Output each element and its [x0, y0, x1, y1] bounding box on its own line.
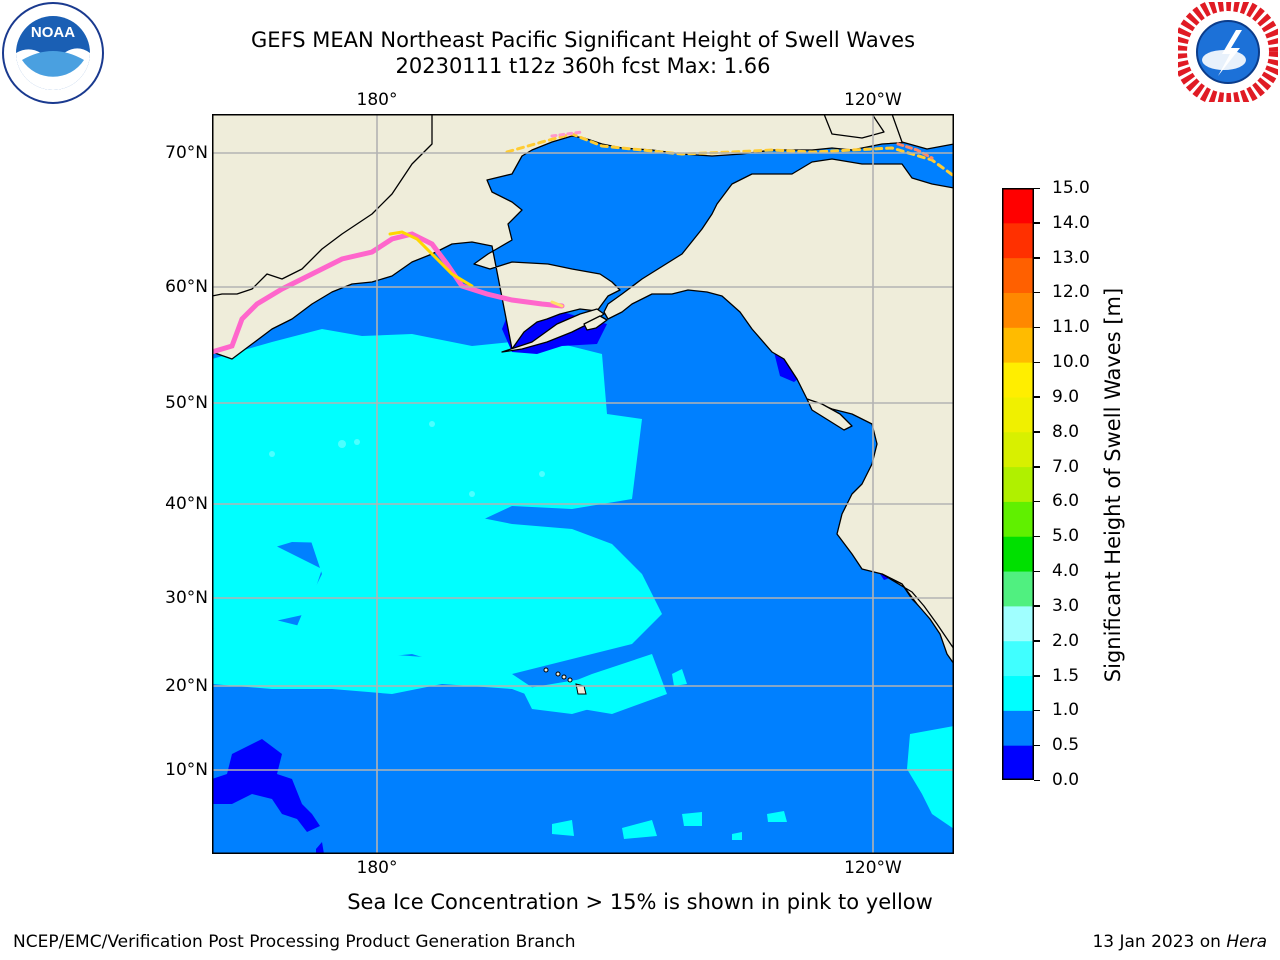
colorbar-segment — [1002, 605, 1034, 642]
colorbar-tick-mark — [1034, 744, 1040, 747]
lat-label-40n: 40°N — [165, 494, 208, 514]
lat-label-70n: 70°N — [165, 143, 208, 163]
swell-1-to-1.5m-area — [212, 329, 954, 840]
graticule — [212, 114, 954, 854]
colorbar-tick-label: 7.0 — [1052, 456, 1080, 477]
colorbar-tick-label: 5.0 — [1052, 526, 1080, 547]
map-border — [212, 114, 954, 854]
colorbar-tick-mark — [1034, 187, 1040, 189]
colorbar-segment — [1002, 431, 1034, 468]
colorbar-tick-label: 1.5 — [1052, 665, 1080, 686]
colorbar-tick-label: 12.0 — [1052, 282, 1090, 303]
lon-label-top-180: 180° — [356, 90, 398, 110]
sea-ice-note: Sea Ice Concentration > 15% is shown in … — [347, 890, 933, 914]
footer-host: Hera — [1226, 932, 1267, 952]
colorbar-tick-label: 13.0 — [1052, 247, 1090, 268]
colorbar-segment — [1002, 571, 1034, 607]
colorbar-tick-mark — [1034, 361, 1040, 364]
lat-label-50n: 50°N — [165, 393, 208, 413]
colorbar-tick-mark — [1034, 640, 1040, 642]
map-subtitle: 20230111 t12z 360h fcst Max: 1.66 — [395, 54, 771, 78]
colorbar-title: Significant Height of Swell Waves [m] — [1101, 287, 1125, 683]
colorbar-segment — [1002, 396, 1034, 433]
colorbar-tick-label: 4.0 — [1052, 561, 1080, 582]
colorbar-tick-mark — [1034, 500, 1040, 503]
colorbar-segment — [1002, 710, 1034, 746]
colorbar-tick-label: 1.0 — [1052, 700, 1080, 721]
colorbar-segment — [1002, 188, 1034, 224]
colorbar-tick-label: 10.0 — [1052, 352, 1090, 373]
colorbar-tick-mark — [1034, 222, 1040, 224]
colorbar-segment — [1002, 466, 1034, 502]
lat-label-10n: 10°N — [165, 760, 208, 780]
map-title: GEFS MEAN Northeast Pacific Significant … — [250, 28, 916, 52]
lon-label-bottom-120w: 120°W — [844, 858, 902, 878]
colorbar-tick-label: 6.0 — [1052, 491, 1080, 512]
colorbar-tick-mark — [1034, 535, 1040, 538]
colorbar-segment — [1002, 675, 1034, 711]
colorbar-tick-mark — [1034, 779, 1040, 781]
colorbar-tick-label: 11.0 — [1052, 317, 1090, 338]
colorbar-segment — [1002, 257, 1034, 293]
swell-1.5-to-2m-speckles — [269, 421, 545, 497]
colorbar-tick-label: 14.0 — [1052, 212, 1090, 233]
colorbar-tick-label: 8.0 — [1052, 421, 1080, 442]
lon-label-bottom-180: 180° — [356, 858, 398, 878]
colorbar-tick-mark — [1034, 291, 1040, 294]
colorbar — [1002, 188, 1034, 780]
colorbar-tick-label: 0.0 — [1052, 770, 1080, 790]
noaa-logo-icon: NOAA — [2, 2, 104, 104]
footer-producer: NCEP/EMC/Verification Post Processing Pr… — [13, 932, 576, 952]
colorbar-tick-label: 0.5 — [1052, 735, 1080, 756]
colorbar-segment — [1002, 222, 1034, 259]
colorbar-tick-mark — [1034, 570, 1040, 573]
colorbar-segment — [1002, 362, 1034, 398]
colorbar-tick-mark — [1034, 675, 1040, 677]
swell-height-map — [212, 114, 954, 854]
lat-label-30n: 30°N — [165, 588, 208, 608]
lat-label-20n: 20°N — [165, 676, 208, 696]
colorbar-tick-label: 3.0 — [1052, 595, 1080, 616]
colorbar-tick-mark — [1034, 709, 1040, 712]
colorbar-tick-label: 15.0 — [1052, 178, 1090, 198]
colorbar-tick-mark — [1034, 605, 1040, 607]
footer-date-text: 13 Jan 2023 on — [1092, 932, 1221, 952]
colorbar-tick-mark — [1034, 431, 1040, 433]
colorbar-tick-mark — [1034, 466, 1040, 468]
lon-label-top-120w: 120°W — [844, 90, 902, 110]
nws-logo-icon — [1178, 2, 1278, 102]
colorbar-tick-mark — [1034, 326, 1040, 329]
footer-date: 13 Jan 2023 on Hera — [1092, 932, 1267, 952]
colorbar-tick-label: 2.0 — [1052, 630, 1080, 651]
noaa-logo-text: NOAA — [31, 24, 75, 41]
colorbar-tick-mark — [1034, 396, 1040, 398]
colorbar-segment — [1002, 536, 1034, 572]
colorbar-tick-mark — [1034, 257, 1040, 259]
colorbar-segment — [1002, 292, 1034, 328]
colorbar-segment — [1002, 745, 1034, 780]
lat-label-60n: 60°N — [165, 277, 208, 297]
colorbar-tick-label: 9.0 — [1052, 386, 1080, 407]
colorbar-segment — [1002, 640, 1034, 677]
colorbar-segment — [1002, 501, 1034, 537]
colorbar-segment — [1002, 327, 1034, 363]
